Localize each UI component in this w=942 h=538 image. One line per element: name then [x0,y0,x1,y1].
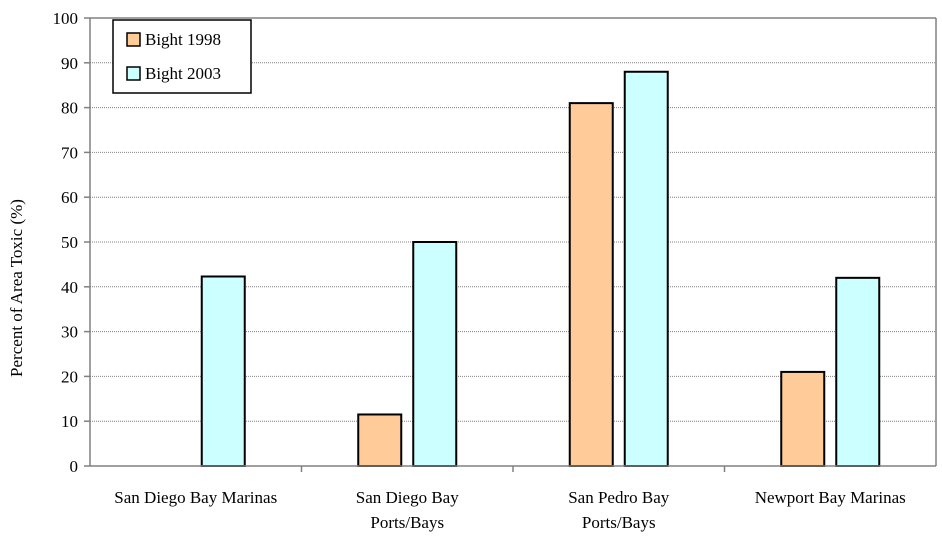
y-tick-label: 80 [61,99,78,118]
y-tick-label: 20 [61,367,78,386]
legend-label: Bight 2003 [145,64,221,83]
bars [200,70,881,468]
x-category-label: Ports/Bays [582,513,656,532]
x-category-label: Newport Bay Marinas [755,488,906,507]
x-category-labels: San Diego Bay Marinas San Diego Bay Ports/… [114,488,905,532]
y-axis-title: Percent of Area Toxic (%) [7,199,26,377]
y-tick-labels: 0 10 20 30 40 50 60 70 80 90 100 [53,9,90,476]
legend-swatch [126,32,141,47]
x-category-label: Ports/Bays [370,513,444,532]
legend-box [112,19,252,94]
x-category-label: San Pedro Bay [568,488,670,507]
x-category-label: San Diego Bay [356,488,459,507]
bar-bight-2003 [623,70,669,467]
legend: Bight 1998 Bight 2003 [112,19,252,94]
bar-bight-2003 [200,275,246,467]
bar-bight-1998 [780,370,826,468]
y-tick-label: 30 [61,323,78,342]
y-tick-label: 70 [61,143,78,162]
x-category-label: San Diego Bay Marinas [114,488,277,507]
y-tick-label: 90 [61,54,78,73]
bar-bight-2003 [412,241,458,467]
legend-label: Bight 1998 [145,30,221,49]
bar-bight-2003 [835,276,881,467]
y-tick-label: 0 [70,457,79,476]
bar-bight-1998 [568,102,614,468]
y-tick-label: 40 [61,278,78,297]
axes [89,17,937,472]
y-tick-label: 50 [61,233,78,252]
y-tick-label: 100 [53,9,79,28]
y-tick-label: 60 [61,188,78,207]
legend-swatch [126,66,141,81]
y-tick-label: 10 [61,412,78,431]
bar-bight-1998 [357,413,403,468]
